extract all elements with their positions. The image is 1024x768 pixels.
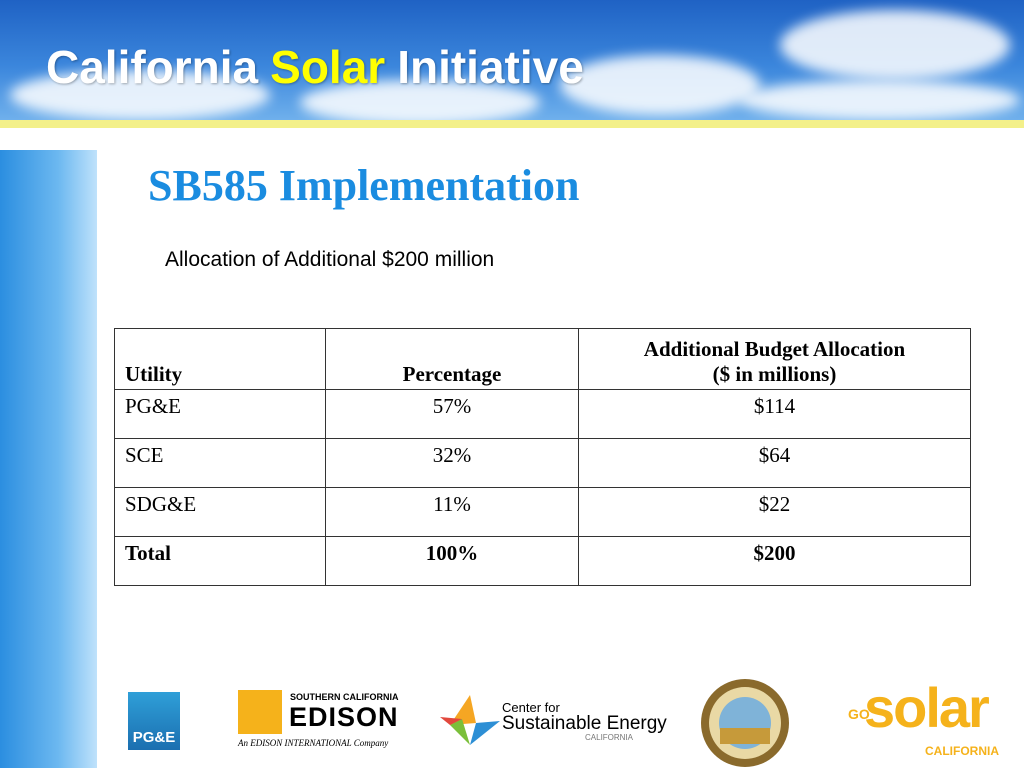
table-row: Total 100% $200 [114,536,971,586]
logo-text: CALIFORNIA [585,733,634,742]
logo-text: Sustainable Energy [502,713,667,734]
table-row: SDG&E 11% $22 [114,487,971,537]
header-cell: Percentage [325,328,579,390]
title-part: Initiative [397,41,584,93]
table-cell: $64 [578,438,971,488]
header-line: ($ in millions) [712,362,837,386]
table-cell: $114 [578,389,971,439]
table-cell: $22 [578,487,971,537]
logo-text: Center for [502,700,560,715]
edison-mark [238,690,282,734]
header-cell: Additional Budget Allocation ($ in millio… [578,328,971,390]
table-row: PG&E 57% $114 [114,389,971,439]
cse-mark [440,695,500,745]
heading: SB585 Implementation [148,161,580,210]
header-row: Utility Percentage Additional Budget All… [114,328,971,390]
pge-logo: PG&E [128,692,180,750]
title-part: Solar [270,41,386,93]
table-cell: 32% [325,438,579,488]
table-cell: $200 [578,536,971,586]
table-cell: 100% [325,536,579,586]
sidebar [0,150,97,768]
table-cell: 57% [325,389,579,439]
subtitle: Allocation of Additional $200 million [165,248,495,271]
cpuc-seal [701,679,789,767]
allocation-table: Utility Percentage Additional Budget All… [114,328,971,586]
table-row: SCE 32% $64 [114,438,971,488]
table-cell: SCE [114,438,326,488]
slide-title: California Solar Initiative [46,40,584,94]
table-cell: PG&E [114,389,326,439]
banner [0,0,1024,120]
title-part: California [46,41,259,93]
stripe [0,120,1024,128]
logo-text: PG&E [132,729,176,746]
logo-text: SOUTHERN CALIFORNIA [290,692,399,702]
table-cell: SDG&E [114,487,326,537]
logo-text: EDISON [289,702,399,732]
table-cell: Total [114,536,326,586]
header-line: Additional Budget Allocation [643,337,906,361]
logo-text: CALIFORNIA [925,744,999,758]
header-cell: Utility [114,328,326,390]
logo-text: solar [864,676,990,739]
logo-text: GO [848,706,870,722]
table-cell: 11% [325,487,579,537]
logo-text: An EDISON INTERNATIONAL Company [238,738,389,748]
